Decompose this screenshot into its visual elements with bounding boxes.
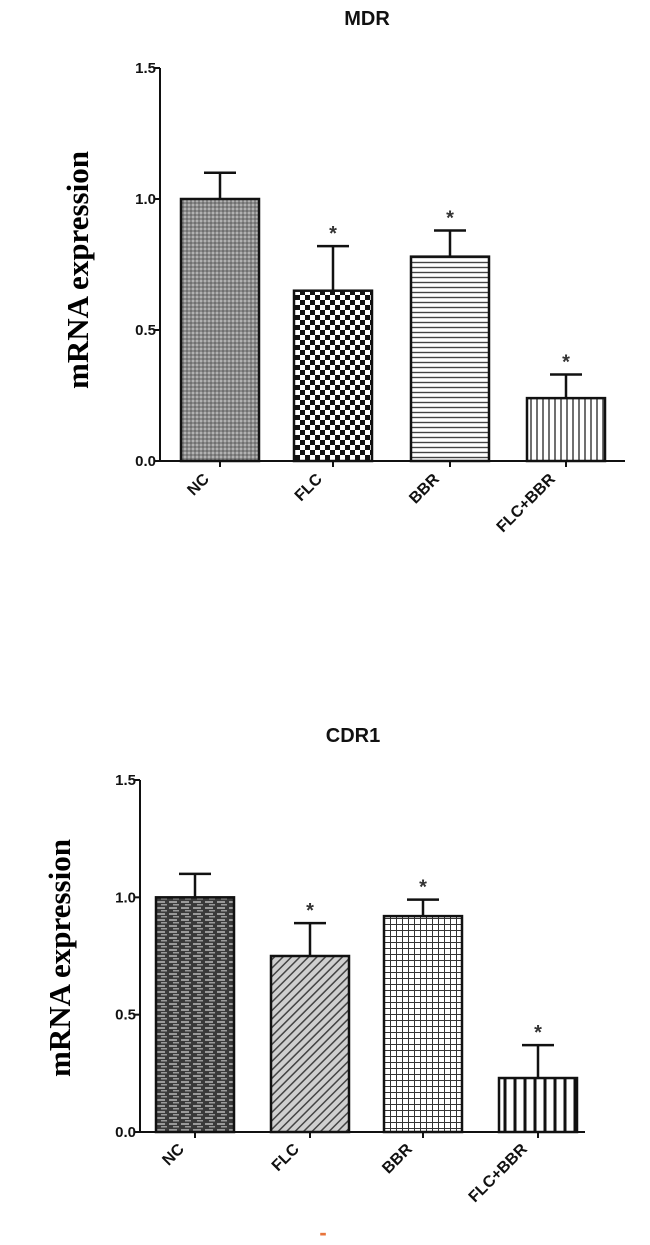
- y-tick-label: 1.0: [115, 889, 136, 906]
- bar: [409, 255, 491, 463]
- category-label: BBR: [406, 470, 443, 507]
- significance-mark: *: [534, 1022, 542, 1044]
- bar: [179, 197, 261, 463]
- y-tick-label: 0.0: [115, 1124, 136, 1141]
- y-tick-label: 0.0: [135, 453, 156, 470]
- y-tick-label: 0.5: [115, 1007, 136, 1024]
- significance-mark: *: [419, 877, 427, 899]
- footnote-mark: -: [319, 1220, 326, 1245]
- significance-mark: *: [329, 223, 337, 245]
- bar: [269, 954, 351, 1134]
- y-tick-label: 1.5: [135, 60, 156, 77]
- y-tick-label: 0.5: [135, 322, 156, 339]
- chart-cdr1: CDR1 mRNA expression 0.0 0.5 1.0 1.5 * * * NC…: [42, 725, 585, 1206]
- bar: [382, 914, 464, 1134]
- category-label: FLC: [269, 1140, 303, 1174]
- bar: [292, 289, 374, 463]
- y-tick-label: 1.5: [115, 772, 136, 789]
- bar: [497, 1076, 579, 1134]
- significance-mark: *: [306, 900, 314, 922]
- significance-mark: *: [446, 207, 454, 229]
- y-tick-label: 1.0: [135, 191, 156, 208]
- category-label: FLC: [292, 470, 326, 504]
- category-label: FLC+BBR: [466, 1140, 531, 1205]
- category-label: BBR: [379, 1140, 416, 1177]
- y-axis-label: mRNA expression: [42, 839, 77, 1077]
- chart-mdr: MDR mRNA expression 0.0 0.5 1.0 1.5 * * * NC F…: [60, 8, 625, 536]
- chart-title: MDR: [344, 8, 390, 30]
- category-label: FLC+BBR: [494, 470, 559, 535]
- bar: [525, 396, 607, 463]
- category-label: NC: [159, 1140, 188, 1169]
- y-axis-label: mRNA expression: [60, 151, 95, 389]
- category-label: NC: [184, 470, 213, 499]
- chart-title: CDR1: [326, 725, 380, 747]
- bar: [154, 896, 236, 1134]
- significance-mark: *: [562, 352, 570, 374]
